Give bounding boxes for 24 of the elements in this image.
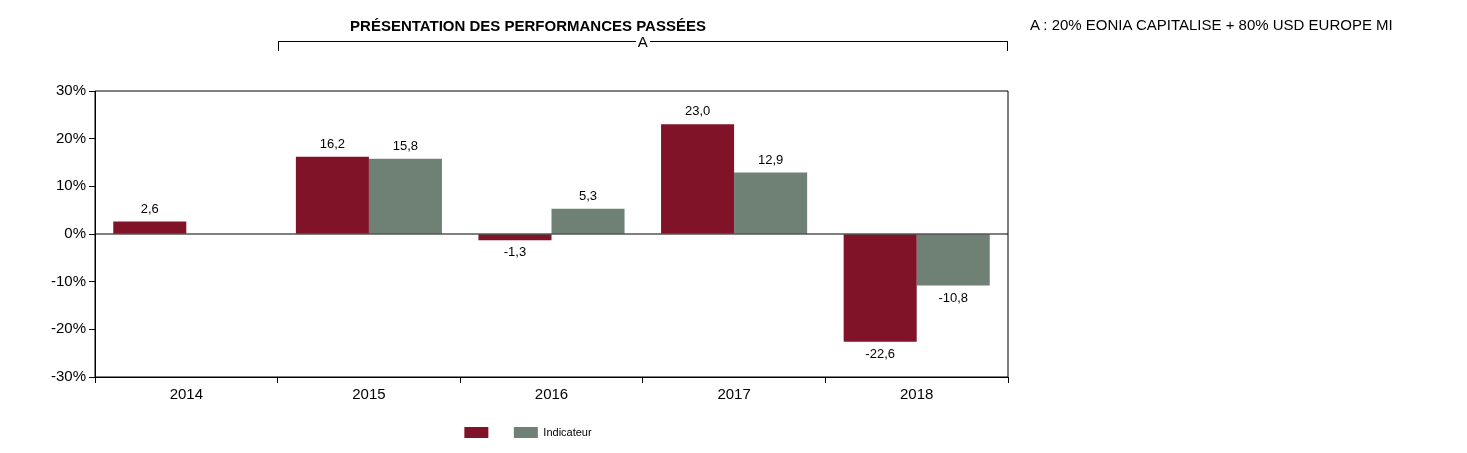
chart-title: PRÉSENTATION DES PERFORMANCES PASSÉES: [350, 17, 706, 35]
y-tick-label: -20%: [50, 319, 87, 337]
x-tick-label: 2015: [352, 385, 386, 403]
text: A : 20% EONIA CAPITALISE + 80% USD EUROPE MI: [1030, 16, 1394, 33]
x-tick-label: 2017: [717, 385, 751, 403]
data-label: 23,0: [684, 103, 711, 119]
y-tick-label: -30%: [50, 367, 87, 385]
data-label: -10,8: [938, 289, 969, 305]
y-tick-label: -10%: [50, 271, 87, 289]
data-label: 2,6: [140, 200, 159, 216]
y-tick-label: 10%: [55, 176, 87, 194]
legend-label: Indicateur: [543, 425, 592, 438]
x-tick-label: 2018: [900, 385, 934, 403]
data-label: 16,2: [319, 135, 346, 151]
data-label: 15,8: [392, 137, 419, 153]
y-tick-label: 30%: [55, 81, 87, 99]
y-tick-label: 20%: [55, 128, 87, 146]
data-label: 12,9: [757, 151, 784, 167]
data-label: 5,3: [578, 187, 598, 203]
x-tick-label: 2016: [534, 385, 569, 403]
data-label: -22,6: [865, 345, 895, 361]
x-tick-label: 2014: [169, 385, 203, 403]
y-tick-label: 0%: [64, 224, 87, 242]
data-label: -1,3: [503, 244, 527, 260]
